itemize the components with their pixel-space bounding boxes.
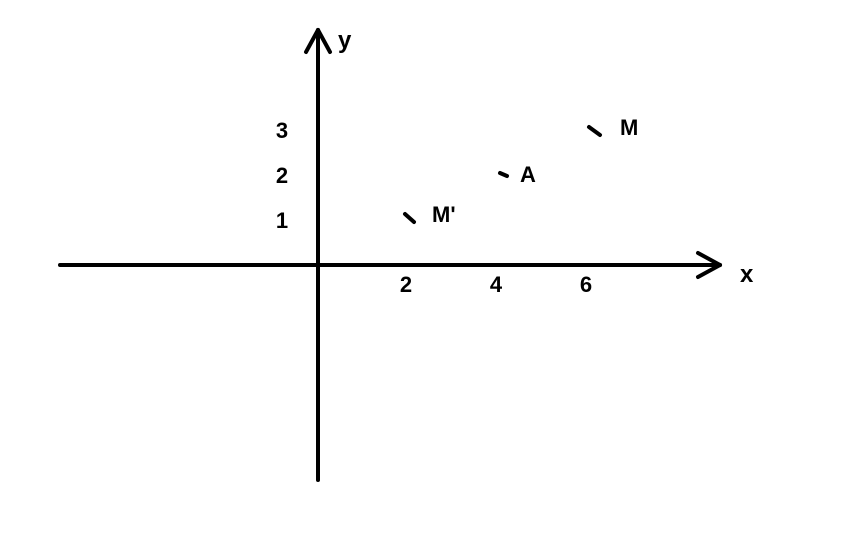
point-label: A [520, 162, 536, 187]
point-Mprime: M' [405, 202, 456, 227]
y-tick-label: 1 [276, 208, 288, 233]
coordinate-plane: x y 2 4 6 1 2 3 M A M' [0, 0, 864, 540]
point-mark [405, 214, 414, 222]
point-label: M [620, 115, 638, 140]
x-tick-labels: 2 4 6 [400, 272, 592, 297]
y-tick-labels: 1 2 3 [276, 118, 288, 233]
x-tick-label: 2 [400, 272, 412, 297]
point-mark [589, 127, 600, 135]
y-axis: y [306, 27, 352, 480]
point-M: M [589, 115, 638, 140]
y-axis-label: y [338, 27, 352, 54]
x-axis-label: x [740, 261, 754, 288]
point-label: M' [432, 202, 456, 227]
point-mark [500, 173, 507, 176]
x-tick-label: 6 [580, 272, 592, 297]
y-tick-label: 3 [276, 118, 288, 143]
point-A: A [500, 162, 536, 187]
y-tick-label: 2 [276, 163, 288, 188]
x-tick-label: 4 [490, 272, 503, 297]
